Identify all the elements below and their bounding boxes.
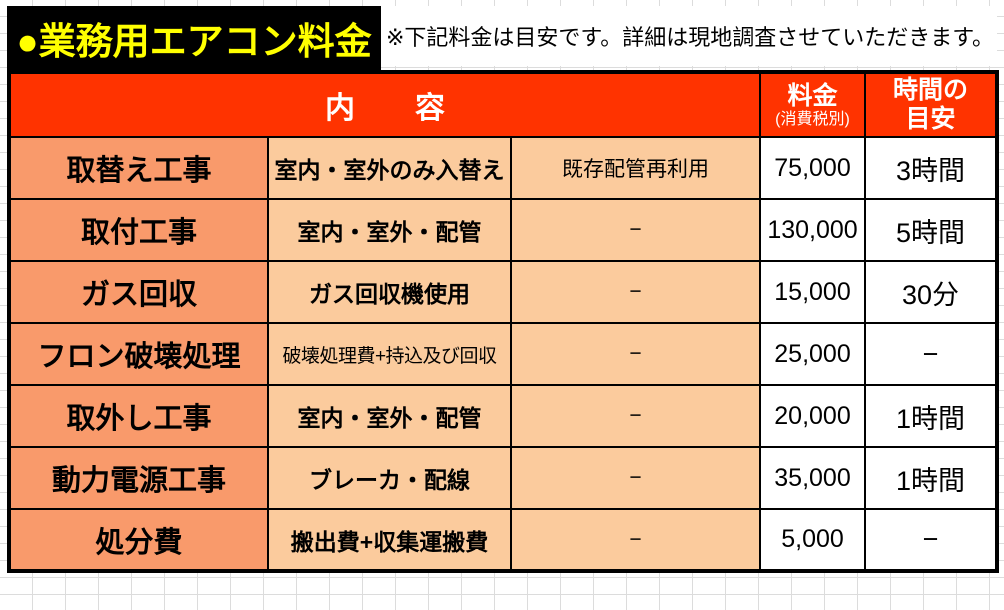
cell-time: 1時間 [864, 384, 998, 448]
header-time-line2: 目安 [905, 105, 956, 133]
cell-price: 75,000 [759, 136, 866, 200]
cell-time: 1時間 [864, 446, 998, 510]
cell-category: フロン破壊処理 [8, 322, 269, 386]
cell-note: − [510, 384, 761, 448]
cell-detail: 室内・室外・配管 [267, 198, 512, 262]
cell-category: 取付工事 [8, 198, 269, 262]
header-row: 内 容 料金 (消費税別) 時間の 目安 [8, 71, 998, 138]
cell-time: 3時間 [864, 136, 998, 200]
cell-price: 130,000 [759, 198, 866, 262]
cell-price: 20,000 [759, 384, 866, 448]
cell-detail: 室内・室外のみ入替え [267, 136, 512, 200]
header-price-label: 料金 [787, 81, 838, 110]
header-content: 内 容 [8, 71, 761, 138]
table-row: 取付工事 室内・室外・配管 − 130,000 5時間 [8, 198, 998, 262]
cell-note: − [510, 322, 761, 386]
title-banner: ●業務用エアコン料金 [7, 6, 381, 70]
header-price-note: (消費税別) [775, 110, 850, 128]
cell-category: 取替え工事 [8, 136, 269, 200]
cell-price: 35,000 [759, 446, 866, 510]
cell-note: − [510, 260, 761, 324]
table-row: 動力電源工事 ブレーカ・配線 − 35,000 1時間 [8, 446, 998, 510]
cell-time: 30分 [864, 260, 998, 324]
cell-time: − [864, 322, 998, 386]
table-row: 取替え工事 室内・室外のみ入替え 既存配管再利用 75,000 3時間 [8, 136, 998, 200]
price-table: 内 容 料金 (消費税別) 時間の 目安 取替え工事 室内・室外のみ入替え 既存… [7, 70, 999, 573]
cell-detail: ガス回収機使用 [267, 260, 512, 324]
page-title: ●業務用エアコン料金 [16, 21, 372, 62]
cell-price: 5,000 [759, 508, 866, 572]
cell-price: 15,000 [759, 260, 866, 324]
cell-price: 25,000 [759, 322, 866, 386]
cell-detail: 室内・室外・配管 [267, 384, 512, 448]
cell-category: 取外し工事 [8, 384, 269, 448]
table-row: 処分費 搬出費+収集運搬費 − 5,000 − [8, 508, 998, 572]
cell-detail: ブレーカ・配線 [267, 446, 512, 510]
cell-category: ガス回収 [8, 260, 269, 324]
cell-note: − [510, 446, 761, 510]
cell-time: − [864, 508, 998, 572]
header-time-line1: 時間の [892, 76, 968, 105]
table-row: ガス回収 ガス回収機使用 − 15,000 30分 [8, 260, 998, 324]
cell-time: 5時間 [864, 198, 998, 262]
header-price: 料金 (消費税別) [759, 71, 866, 138]
notice-text: ※下記料金は目安です。詳細は現地調査させていただきます。 [381, 6, 997, 66]
header-time: 時間の 目安 [864, 71, 998, 138]
cell-detail: 破壊処理費+持込及び回収 [267, 322, 512, 386]
cell-detail: 搬出費+収集運搬費 [267, 508, 512, 572]
cell-note: − [510, 198, 761, 262]
table-row: フロン破壊処理 破壊処理費+持込及び回収 − 25,000 − [8, 322, 998, 386]
cell-category: 処分費 [8, 508, 269, 572]
table-row: 取外し工事 室内・室外・配管 − 20,000 1時間 [8, 384, 998, 448]
cell-note: 既存配管再利用 [510, 136, 761, 200]
cell-category: 動力電源工事 [8, 446, 269, 510]
cell-note: − [510, 508, 761, 572]
